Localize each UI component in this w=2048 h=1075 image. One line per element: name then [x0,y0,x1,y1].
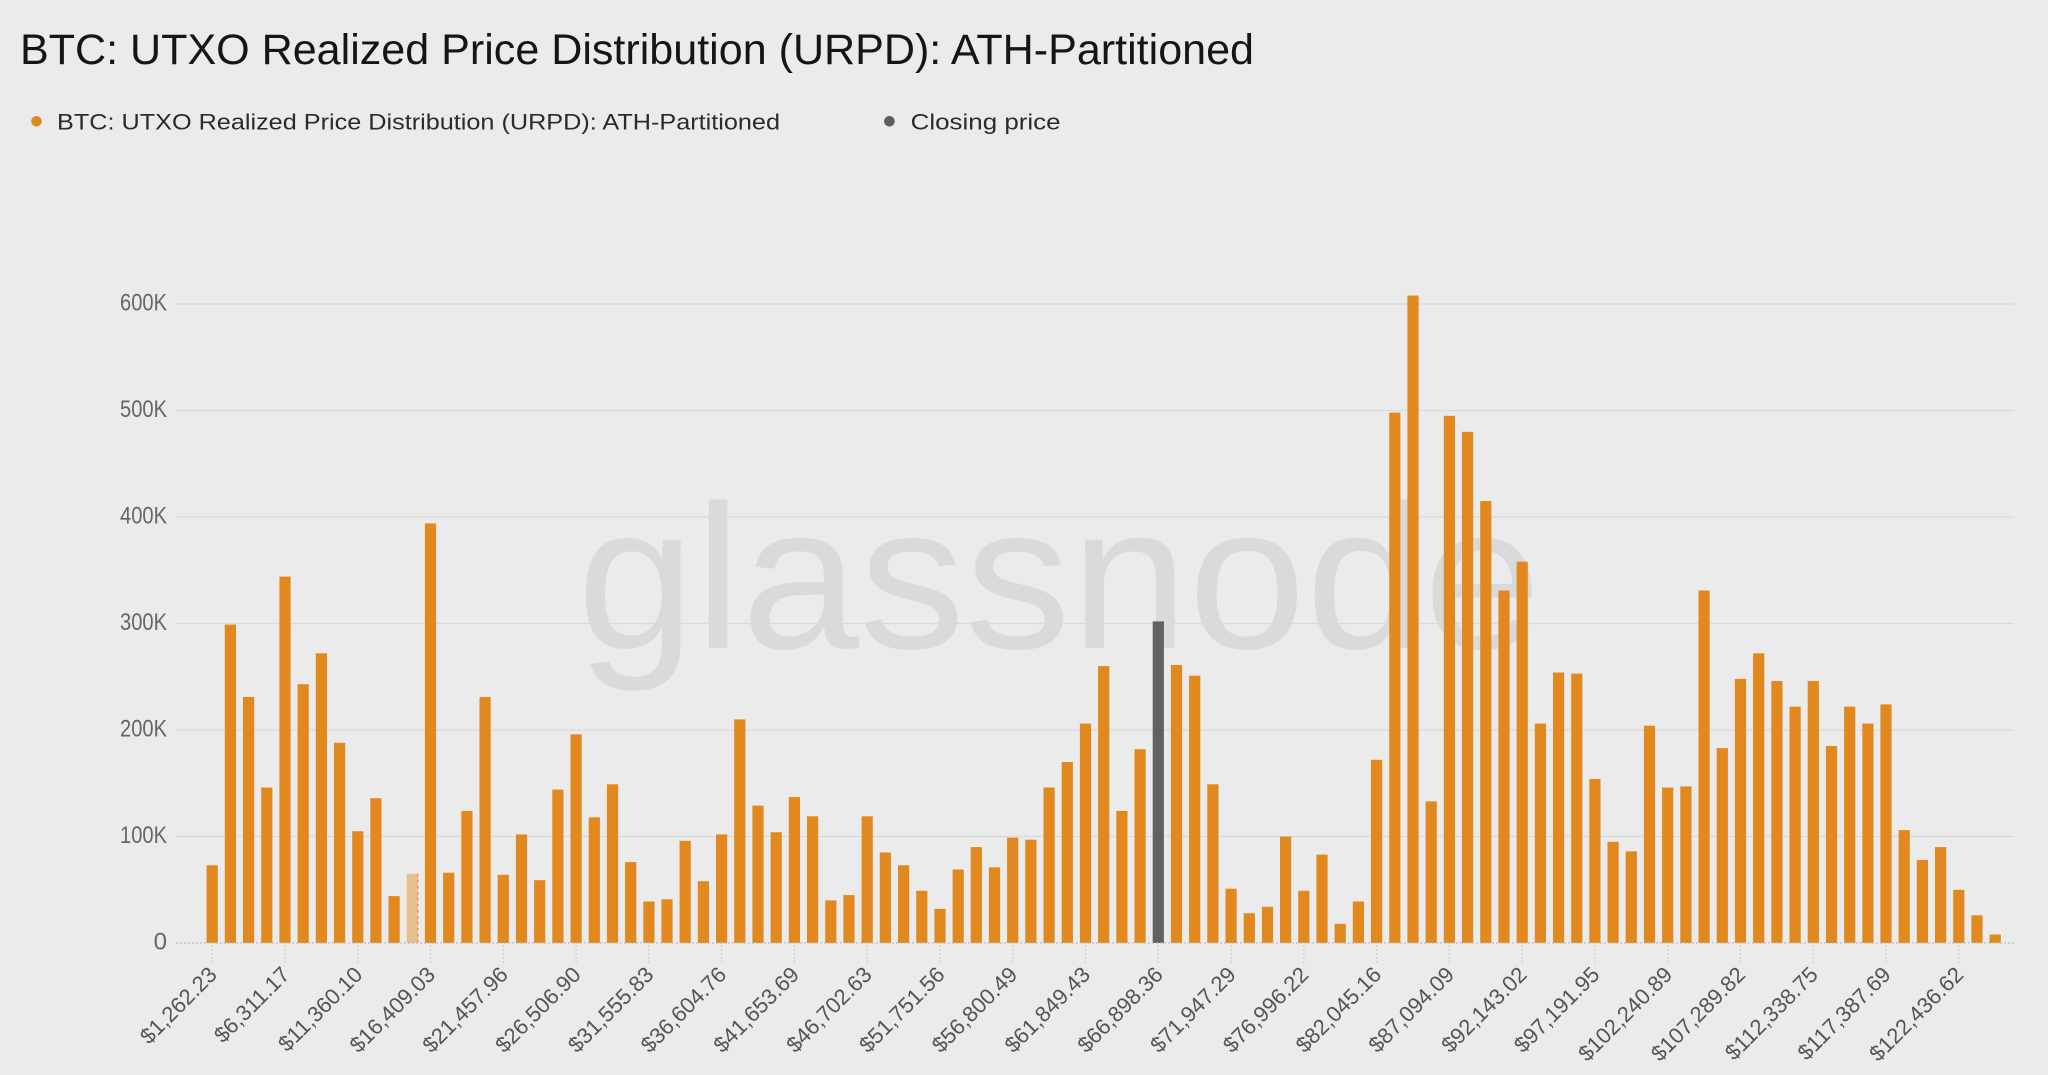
svg-text:Closing price: Closing price [911,110,1061,135]
svg-text:200K: 200K [120,716,167,743]
svg-text:glassnode: glassnode [577,463,1541,692]
svg-text:500K: 500K [120,396,167,423]
svg-text:0: 0 [154,929,167,956]
svg-text:100K: 100K [120,822,167,849]
svg-text:400K: 400K [120,503,167,530]
svg-text:BTC: UTXO Realized Price Distr: BTC: UTXO Realized Price Distribution (U… [57,110,780,135]
svg-text:600K: 600K [120,290,167,317]
svg-text:BTC: UTXO Realized Price Distr: BTC: UTXO Realized Price Distribution (U… [20,26,1254,74]
svg-text:300K: 300K [120,609,167,636]
